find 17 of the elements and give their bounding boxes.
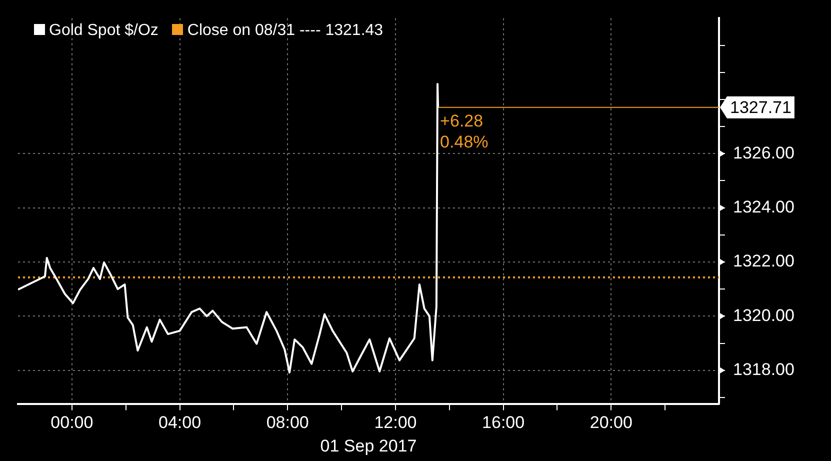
y-tick-label: 1320.00 (733, 306, 794, 325)
x-tick-label: 04:00 (158, 413, 202, 432)
x-tick-label: 20:00 (590, 413, 632, 432)
ref-line-label: 1327.71 (730, 98, 792, 118)
y-tick-label: 1322.00 (733, 252, 794, 271)
y-tick-label: 1318.00 (733, 360, 794, 380)
x-tick-label: 08:00 (266, 413, 309, 432)
x-tick-label: 16:00 (482, 413, 525, 432)
y-tick-label: 1326.00 (733, 143, 794, 162)
y-tick-label: 1324.00 (733, 198, 794, 216)
x-tick-label: 12:00 (374, 413, 417, 432)
legend-label: Gold Spot $/Oz (48, 22, 158, 40)
legend-label: Close on 08/31 ---- 1321.43 (186, 22, 384, 40)
annotation: 0.48% (440, 132, 488, 152)
x-axis-title: 01 Sep 2017 (320, 436, 417, 456)
annotation: +6.28 (440, 112, 484, 131)
x-tick-label: 00:00 (50, 413, 94, 432)
